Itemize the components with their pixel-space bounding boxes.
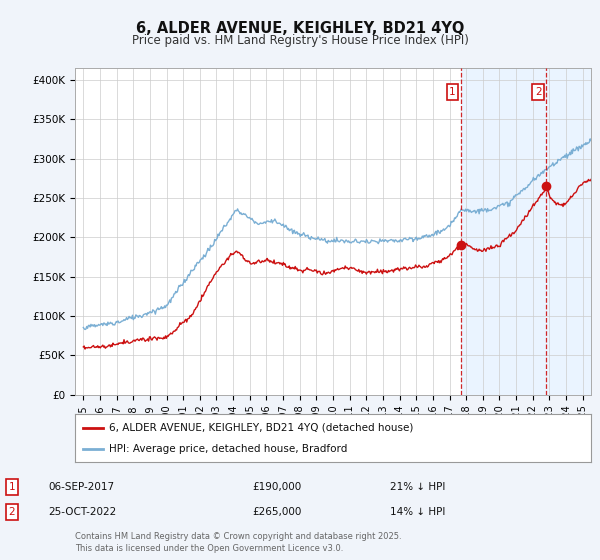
Text: £265,000: £265,000 xyxy=(252,507,301,517)
Bar xyxy=(461,68,591,395)
Text: 1: 1 xyxy=(8,482,16,492)
Text: 2: 2 xyxy=(535,87,541,97)
Text: 6, ALDER AVENUE, KEIGHLEY, BD21 4YQ (detached house): 6, ALDER AVENUE, KEIGHLEY, BD21 4YQ (det… xyxy=(109,423,413,433)
Text: £190,000: £190,000 xyxy=(252,482,301,492)
Text: HPI: Average price, detached house, Bradford: HPI: Average price, detached house, Brad… xyxy=(109,444,347,454)
Text: 25-OCT-2022: 25-OCT-2022 xyxy=(48,507,116,517)
Text: Contains HM Land Registry data © Crown copyright and database right 2025.
This d: Contains HM Land Registry data © Crown c… xyxy=(75,533,401,553)
Text: 6, ALDER AVENUE, KEIGHLEY, BD21 4YQ: 6, ALDER AVENUE, KEIGHLEY, BD21 4YQ xyxy=(136,21,464,36)
Text: 1: 1 xyxy=(449,87,456,97)
Text: 06-SEP-2017: 06-SEP-2017 xyxy=(48,482,114,492)
Text: 14% ↓ HPI: 14% ↓ HPI xyxy=(390,507,445,517)
Text: 21% ↓ HPI: 21% ↓ HPI xyxy=(390,482,445,492)
Text: Price paid vs. HM Land Registry's House Price Index (HPI): Price paid vs. HM Land Registry's House … xyxy=(131,34,469,46)
Text: 2: 2 xyxy=(8,507,16,517)
